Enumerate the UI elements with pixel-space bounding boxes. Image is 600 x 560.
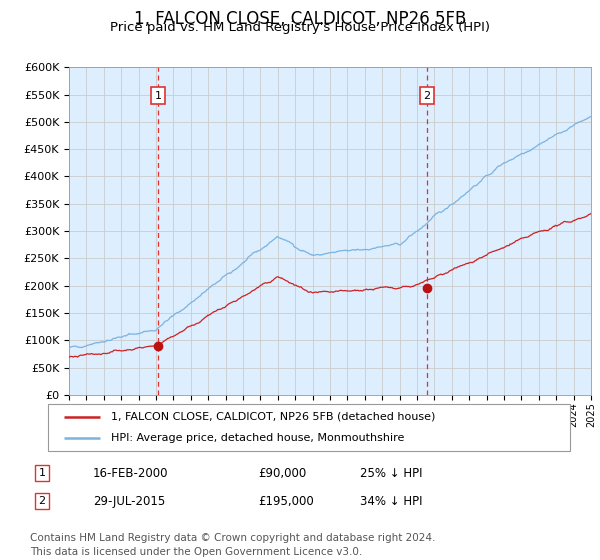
Text: 34% ↓ HPI: 34% ↓ HPI: [360, 494, 422, 508]
Text: 29-JUL-2015: 29-JUL-2015: [93, 494, 165, 508]
Text: Price paid vs. HM Land Registry's House Price Index (HPI): Price paid vs. HM Land Registry's House …: [110, 21, 490, 34]
Text: 1: 1: [38, 468, 46, 478]
Text: 16-FEB-2000: 16-FEB-2000: [93, 466, 169, 480]
Text: 1, FALCON CLOSE, CALDICOT, NP26 5FB: 1, FALCON CLOSE, CALDICOT, NP26 5FB: [134, 10, 466, 28]
Text: HPI: Average price, detached house, Monmouthshire: HPI: Average price, detached house, Monm…: [110, 433, 404, 444]
Text: 25% ↓ HPI: 25% ↓ HPI: [360, 466, 422, 480]
Text: 1: 1: [155, 91, 161, 101]
Text: 2: 2: [424, 91, 431, 101]
Text: Contains HM Land Registry data © Crown copyright and database right 2024.
This d: Contains HM Land Registry data © Crown c…: [30, 533, 436, 557]
Text: £90,000: £90,000: [258, 466, 306, 480]
FancyBboxPatch shape: [48, 404, 570, 451]
Text: £195,000: £195,000: [258, 494, 314, 508]
Text: 1, FALCON CLOSE, CALDICOT, NP26 5FB (detached house): 1, FALCON CLOSE, CALDICOT, NP26 5FB (det…: [110, 412, 435, 422]
Text: 2: 2: [38, 496, 46, 506]
